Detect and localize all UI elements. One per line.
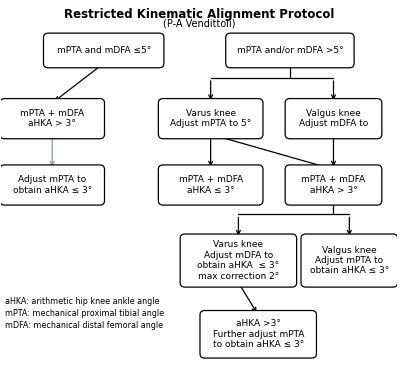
Text: Valgus knee
Adjust mDFA to: Valgus knee Adjust mDFA to [299,109,368,128]
Text: aHKA: arithmetic hip knee ankle angle
mPTA: mechanical proximal tibial angle
mDF: aHKA: arithmetic hip knee ankle angle mP… [5,297,164,330]
FancyBboxPatch shape [44,33,164,68]
FancyBboxPatch shape [158,98,263,139]
Text: Varus knee
Adjust mDFA to
obtain aHKA  ≤ 3°
max correction 2°: Varus knee Adjust mDFA to obtain aHKA ≤ … [197,240,280,281]
FancyBboxPatch shape [0,98,104,139]
Text: (P-A Vendittoli): (P-A Vendittoli) [162,18,235,28]
FancyBboxPatch shape [226,33,354,68]
FancyBboxPatch shape [301,234,398,287]
Text: mPTA + mDFA
aHKA ≤ 3°: mPTA + mDFA aHKA ≤ 3° [179,175,243,195]
FancyBboxPatch shape [158,165,263,205]
FancyBboxPatch shape [0,165,104,205]
FancyBboxPatch shape [285,165,382,205]
FancyBboxPatch shape [180,234,297,287]
Text: aHKA >3°
Further adjust mPTA
to obtain aHKA ≤ 3°: aHKA >3° Further adjust mPTA to obtain a… [212,319,304,349]
Text: Varus knee
Adjust mPTA to 5°: Varus knee Adjust mPTA to 5° [170,109,251,128]
FancyBboxPatch shape [200,310,316,358]
Text: Restricted Kinematic Alignment Protocol: Restricted Kinematic Alignment Protocol [64,8,334,21]
Text: mPTA and/or mDFA >5°: mPTA and/or mDFA >5° [236,46,343,55]
Text: Valgus knee
Adjust mPTA to
obtain aHKA ≤ 3°: Valgus knee Adjust mPTA to obtain aHKA ≤… [310,246,389,276]
Text: mPTA + mDFA
aHKA > 3°: mPTA + mDFA aHKA > 3° [302,175,366,195]
Text: Adjust mPTA to
obtain aHKA ≤ 3°: Adjust mPTA to obtain aHKA ≤ 3° [12,175,92,195]
Text: mPTA and mDFA ≤5°: mPTA and mDFA ≤5° [56,46,151,55]
FancyBboxPatch shape [285,98,382,139]
Text: mPTA + mDFA
aHKA > 3°: mPTA + mDFA aHKA > 3° [20,109,84,128]
